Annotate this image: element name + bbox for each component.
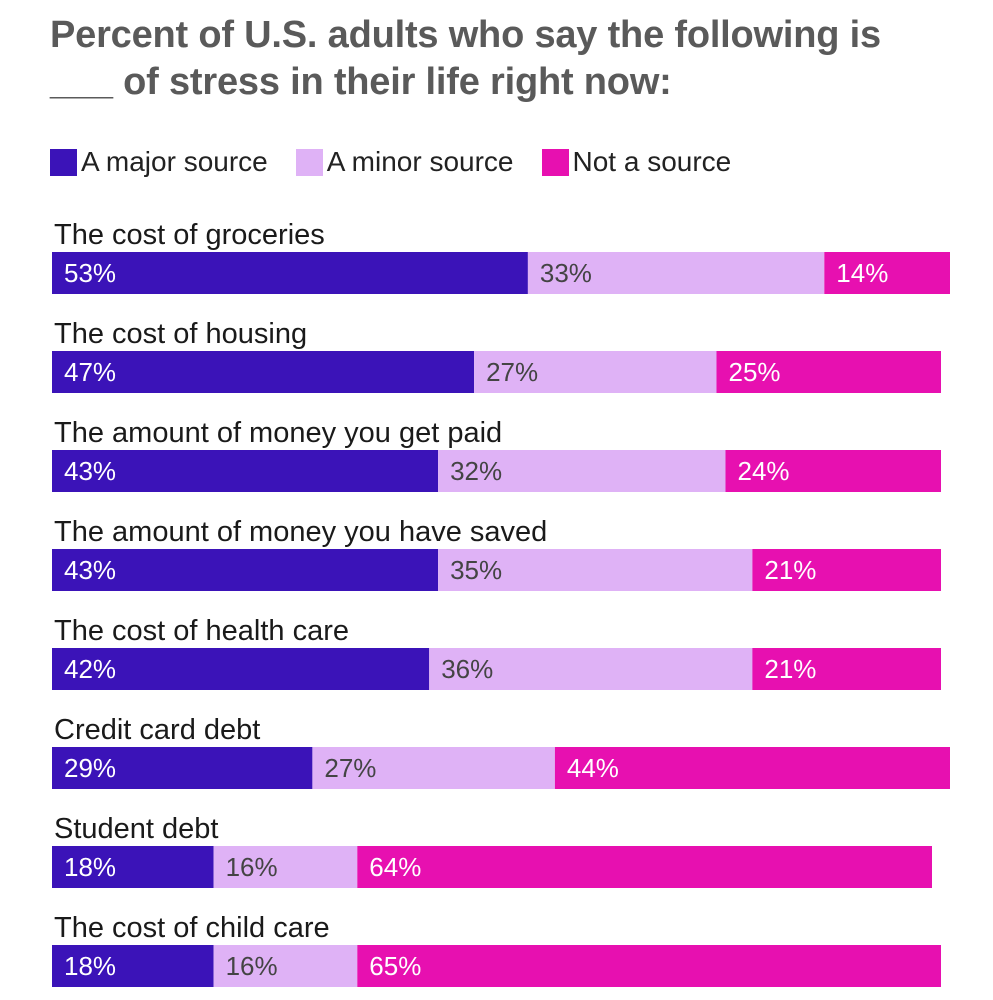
value-label-major-credit-card-debt: 29%	[64, 753, 116, 783]
value-label-not-student-debt: 64%	[369, 852, 421, 882]
bar-major-the-amount-of-money-you-have-saved	[52, 549, 439, 591]
legend: A major source A minor source Not a sour…	[50, 146, 759, 178]
legend-swatch-minor	[295, 148, 323, 176]
value-label-major-the-cost-of-housing: 47%	[64, 357, 116, 387]
value-label-minor-the-amount-of-money-you-have-saved: 35%	[450, 555, 502, 585]
bar-minor-the-cost-of-housing	[474, 351, 717, 393]
bar-not-the-amount-of-money-you-have-saved	[752, 549, 941, 591]
value-label-major-the-amount-of-money-you-get-paid: 43%	[64, 456, 116, 486]
category-label-the-cost-of-health-care: The cost of health care	[54, 615, 349, 647]
bar-minor-the-cost-of-child-care	[213, 945, 358, 987]
value-label-minor-the-cost-of-child-care: 16%	[226, 951, 278, 981]
category-label-the-cost-of-housing: The cost of housing	[54, 318, 307, 350]
bar-major-student-debt	[52, 846, 214, 888]
bar-major-the-amount-of-money-you-get-paid	[52, 450, 439, 492]
value-label-not-the-cost-of-child-care: 65%	[369, 951, 421, 981]
value-label-minor-credit-card-debt: 27%	[324, 753, 376, 783]
value-label-not-the-amount-of-money-you-have-saved: 21%	[764, 555, 816, 585]
value-label-major-the-cost-of-health-care: 42%	[64, 654, 116, 684]
bar-minor-student-debt	[213, 846, 358, 888]
bar-minor-the-amount-of-money-you-have-saved	[438, 549, 753, 591]
bar-minor-the-cost-of-health-care	[429, 648, 753, 690]
bar-not-the-amount-of-money-you-get-paid	[725, 450, 941, 492]
value-label-not-credit-card-debt: 44%	[567, 753, 619, 783]
legend-item-minor: A minor source	[295, 146, 514, 178]
value-label-major-the-amount-of-money-you-have-saved: 43%	[64, 555, 116, 585]
value-label-not-the-amount-of-money-you-get-paid: 24%	[738, 456, 790, 486]
category-label-the-amount-of-money-you-have-saved: The amount of money you have saved	[54, 516, 547, 548]
bar-not-the-cost-of-housing	[716, 351, 941, 393]
bar-not-the-cost-of-health-care	[752, 648, 941, 690]
bar-major-credit-card-debt	[52, 747, 313, 789]
value-label-not-the-cost-of-groceries: 14%	[836, 258, 888, 288]
value-label-major-the-cost-of-groceries: 53%	[64, 258, 116, 288]
bar-major-the-cost-of-health-care	[52, 648, 430, 690]
bar-major-the-cost-of-child-care	[52, 945, 214, 987]
value-label-major-the-cost-of-child-care: 18%	[64, 951, 116, 981]
legend-swatch-major	[50, 148, 77, 176]
value-label-minor-student-debt: 16%	[226, 852, 278, 882]
legend-swatch-not	[541, 148, 569, 176]
value-label-minor-the-cost-of-health-care: 36%	[441, 654, 493, 684]
legend-label-not: Not a source	[572, 146, 732, 177]
bar-not-credit-card-debt	[554, 747, 950, 789]
value-label-not-the-cost-of-health-care: 21%	[764, 654, 816, 684]
legend-item-not: Not a source	[541, 146, 732, 178]
bar-not-student-debt	[357, 846, 932, 888]
bar-not-the-cost-of-child-care	[357, 945, 941, 987]
value-label-minor-the-amount-of-money-you-get-paid: 32%	[450, 456, 502, 486]
value-label-minor-the-cost-of-housing: 27%	[486, 357, 538, 387]
category-label-the-cost-of-groceries: The cost of groceries	[54, 219, 325, 251]
bar-major-the-cost-of-groceries	[52, 252, 528, 294]
value-label-minor-the-cost-of-groceries: 33%	[540, 258, 592, 288]
legend-label-major: A major source	[81, 146, 268, 177]
category-label-student-debt: Student debt	[54, 813, 218, 845]
bar-minor-credit-card-debt	[312, 747, 555, 789]
chart-title: Percent of U.S. adults who say the follo…	[50, 14, 881, 103]
legend-label-minor: A minor source	[326, 146, 514, 177]
bar-major-the-cost-of-housing	[52, 351, 475, 393]
legend-item-major: A major source	[50, 146, 268, 178]
value-label-not-the-cost-of-housing: 25%	[729, 357, 781, 387]
bar-minor-the-cost-of-groceries	[527, 252, 825, 294]
value-label-major-student-debt: 18%	[64, 852, 116, 882]
bar-not-the-cost-of-groceries	[824, 252, 950, 294]
bar-minor-the-amount-of-money-you-get-paid	[438, 450, 726, 492]
category-label-credit-card-debt: Credit card debt	[54, 714, 260, 746]
category-label-the-cost-of-child-care: The cost of child care	[54, 912, 330, 944]
category-label-the-amount-of-money-you-get-paid: The amount of money you get paid	[54, 417, 502, 449]
